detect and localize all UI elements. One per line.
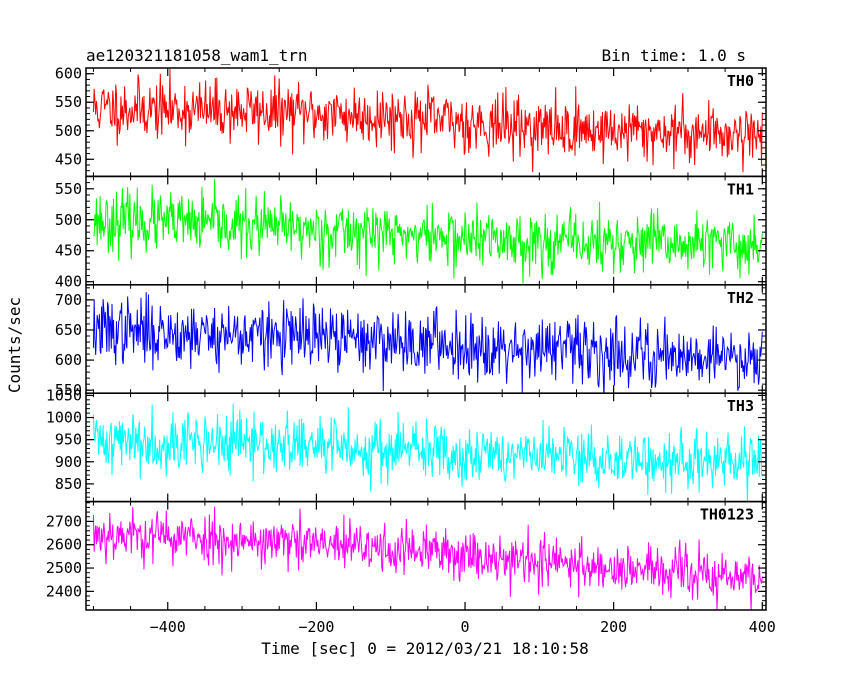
panel-label: TH1 <box>727 180 754 198</box>
panels: TH0 450 500 550 600 TH1 400 450 500 550 TH2 550 600 6… <box>46 65 767 611</box>
panel-label: TH0123 <box>700 506 754 524</box>
x-tick-label: 400 <box>749 618 776 636</box>
y-tick-label: 950 <box>55 431 82 449</box>
panel-th1: TH1 400 450 500 550 <box>55 175 767 291</box>
series-line-th0 <box>92 68 763 173</box>
panel-frame <box>85 500 767 611</box>
panel-x-ticks <box>92 501 763 610</box>
series-line-th3 <box>92 403 763 502</box>
panel-label: TH0 <box>727 72 754 90</box>
x-tick-label: −200 <box>298 618 334 636</box>
y-tick-label: 500 <box>55 122 82 140</box>
series-line-th1 <box>93 179 763 285</box>
series-line-th0123 <box>92 506 763 611</box>
y-tick-label: 400 <box>55 273 82 291</box>
panel-label: TH3 <box>727 397 754 415</box>
y-tick-label: 1000 <box>46 409 82 427</box>
panel-th2: TH2 550 600 650 700 <box>55 284 767 399</box>
y-tick-label: 850 <box>55 475 82 493</box>
y-tick-label: 2500 <box>46 559 82 577</box>
panel-th0123: TH0123 2400 2500 2600 2700 <box>46 500 767 611</box>
panel-label: TH2 <box>727 289 754 307</box>
x-tick-label: 0 <box>461 618 470 636</box>
y-tick-label: 900 <box>55 453 82 471</box>
y-axis-label: Counts/sec <box>5 297 24 393</box>
panel-th3: TH3 850 900 950 1000 1050 <box>46 386 767 503</box>
y-tick-label: 1050 <box>46 386 82 404</box>
y-tick-label: 650 <box>55 321 82 339</box>
y-tick-label: 2400 <box>46 582 82 600</box>
panel-x-ticks <box>92 393 763 502</box>
y-tick-label: 550 <box>55 381 82 399</box>
y-tick-label: 600 <box>55 65 82 83</box>
y-tick-label: 550 <box>55 93 82 111</box>
panel-x-ticks <box>92 176 763 285</box>
y-tick-label: 2600 <box>46 536 82 554</box>
y-tick-label: 700 <box>55 291 82 309</box>
x-axis: −400 −200 0 200 400 <box>150 618 776 636</box>
y-tick-label: 600 <box>55 351 82 369</box>
source-name: ae120321181058_wam1_trn <box>86 46 308 65</box>
y-tick-label: 2700 <box>46 512 82 530</box>
panel-th0: TH0 450 500 550 600 <box>55 65 767 178</box>
y-tick-label: 450 <box>55 150 82 168</box>
bin-time-label: Bin time: 1.0 s <box>602 46 747 65</box>
series-line-th2 <box>92 292 763 394</box>
x-axis-label: Time [sec] 0 = 2012/03/21 18:10:58 <box>261 639 589 658</box>
x-tick-label: −400 <box>150 618 186 636</box>
y-tick-label: 550 <box>55 180 82 198</box>
y-tick-label: 450 <box>55 242 82 260</box>
panel-x-ticks <box>92 68 763 177</box>
y-tick-label: 500 <box>55 211 82 229</box>
x-tick-label: 200 <box>600 618 627 636</box>
